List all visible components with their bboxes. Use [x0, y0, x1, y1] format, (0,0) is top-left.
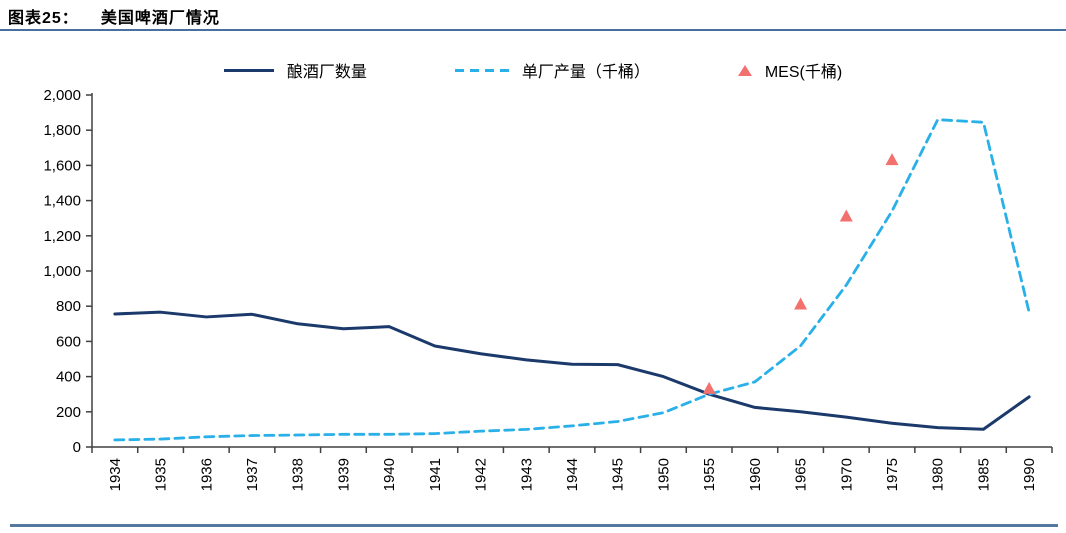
triangle-swatch-icon — [737, 64, 752, 76]
x-axis-label: 1965 — [793, 458, 810, 491]
x-axis-label: 1970 — [838, 458, 855, 491]
legend-label: 单厂产量（千桶） — [521, 64, 650, 81]
x-axis-label: 1980 — [930, 458, 947, 491]
x-axis-label: 1975 — [884, 458, 901, 491]
y-axis-label: 1,000 — [43, 263, 81, 280]
mes-triangle-marker — [702, 381, 716, 394]
x-axis-label: 1935 — [153, 458, 170, 491]
x-axis-label: 1944 — [564, 458, 581, 491]
breweries-count-line — [113, 310, 1031, 431]
x-axis-label: 1960 — [747, 458, 764, 491]
mes-triangle-marker — [839, 209, 853, 222]
chart-legend: 酿酒厂数量 单厂产量（千桶） MES(千桶) — [0, 56, 1066, 84]
y-axis-label: 800 — [56, 298, 81, 315]
figure-label: 图表25： — [8, 10, 79, 27]
legend-label: 酿酒厂数量 — [286, 64, 367, 81]
figure-title: 美国啤酒厂情况 — [100, 10, 220, 27]
x-axis-label: 1939 — [335, 458, 352, 491]
x-axis-label: 1938 — [290, 458, 307, 491]
page-bottom-divider — [10, 524, 1058, 527]
mes-triangle-marker — [794, 297, 808, 310]
x-axis-label: 1985 — [975, 458, 992, 491]
x-axis-label: 1941 — [427, 458, 444, 491]
output-per-plant-line — [113, 118, 1031, 442]
x-axis-label: 1940 — [381, 458, 398, 491]
legend-label: MES(千桶) — [764, 64, 843, 81]
x-axis-label: 1937 — [244, 458, 261, 491]
y-axis-label: 1,800 — [43, 122, 81, 139]
legend-item-breweries: 酿酒厂数量 — [223, 58, 367, 82]
legend-item-output: 单厂产量（千桶） — [454, 58, 650, 82]
x-axis-label: 1945 — [610, 458, 627, 491]
y-axis-label: 1,400 — [43, 193, 81, 210]
x-axis-label: 1934 — [107, 458, 124, 491]
x-axis-label: 1936 — [198, 458, 215, 491]
x-axis-label: 1990 — [1021, 458, 1038, 491]
solid-line-swatch-icon — [223, 68, 274, 72]
x-axis-label: 1943 — [518, 458, 535, 491]
x-axis-label: 1950 — [655, 458, 672, 491]
dashed-line-swatch-icon — [454, 68, 509, 72]
legend-item-mes: MES(千桶) — [737, 58, 843, 82]
y-axis-label: 600 — [56, 333, 81, 350]
y-axis-label: 0 — [73, 439, 81, 456]
figure-header: 图表25： 美国啤酒厂情况 — [8, 4, 220, 28]
mes-triangle-marker — [885, 153, 899, 166]
x-axis-label: 1942 — [473, 458, 490, 491]
y-axis-label: 200 — [56, 404, 81, 421]
y-axis-label: 400 — [56, 369, 81, 386]
x-axis-label: 1955 — [701, 458, 718, 491]
y-axis-label: 1,600 — [43, 157, 81, 174]
y-axis-label: 2,000 — [43, 87, 81, 104]
title-divider — [0, 29, 1066, 31]
y-axis-label: 1,200 — [43, 228, 81, 245]
